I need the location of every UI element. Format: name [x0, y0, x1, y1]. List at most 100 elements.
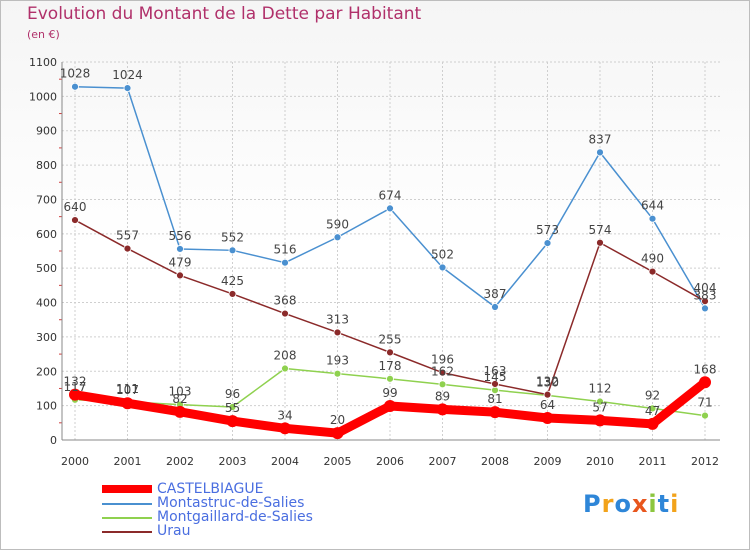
data-label-montastruc-de-salies: 502	[431, 247, 454, 261]
data-label-castelbiague: 107	[116, 383, 139, 397]
data-point-urau	[438, 368, 447, 377]
data-point-montastruc-de-salies	[333, 233, 342, 242]
data-point-urau	[71, 216, 79, 224]
data-label-montastruc-de-salies: 573	[536, 223, 559, 237]
data-label-castelbiague: 34	[277, 408, 292, 422]
x-tick-label: 2001	[114, 455, 142, 468]
data-label-castelbiague: 20	[330, 413, 345, 427]
x-tick-label: 2012	[691, 455, 719, 468]
x-tick-label: 2009	[534, 455, 562, 468]
data-label-castelbiague: 64	[540, 398, 555, 412]
data-label-urau: 196	[431, 353, 454, 367]
data-point-montgaillard-de-salies	[333, 369, 342, 378]
y-tick-label: 1000	[29, 90, 57, 103]
data-point-urau	[228, 290, 237, 298]
x-tick-label: 2006	[376, 455, 404, 468]
data-point-castelbiague	[699, 376, 711, 389]
data-label-urau: 479	[169, 255, 192, 269]
x-tick-label: 2000	[61, 455, 89, 468]
data-label-montgaillard-de-salies: 117	[64, 380, 87, 394]
x-tick-label: 2003	[219, 455, 247, 468]
data-point-urau	[543, 390, 552, 399]
data-point-urau	[176, 271, 184, 280]
data-label-montgaillard-de-salies: 162	[431, 364, 454, 378]
data-point-montastruc-de-salies	[71, 82, 79, 91]
data-label-castelbiague: 132	[64, 375, 87, 389]
data-point-urau	[701, 297, 709, 306]
data-point-castelbiague	[331, 427, 344, 440]
data-point-castelbiague	[121, 397, 134, 410]
legend-label-montgaillard: Montgaillard-de-Salies	[157, 509, 313, 525]
data-label-urau: 163	[484, 364, 507, 378]
y-tick-label: 300	[36, 331, 57, 344]
data-label-urau: 425	[221, 274, 244, 288]
data-point-montgaillard-de-salies	[228, 403, 237, 411]
data-label-urau: 368	[274, 294, 297, 308]
data-label-montastruc-de-salies: 383	[694, 288, 717, 302]
data-label-montastruc-de-salies: 1024	[112, 68, 143, 82]
data-point-urau	[333, 328, 342, 337]
y-tick-label: 600	[36, 228, 57, 241]
data-point-urau	[281, 309, 289, 318]
legend-label-castelbiague: CASTELBIAGUE	[157, 481, 264, 497]
data-label-montastruc-de-salies: 556	[169, 229, 192, 243]
data-label-montastruc-de-salies: 387	[484, 287, 507, 301]
x-tick-label: 2007	[429, 455, 457, 468]
data-label-montastruc-de-salies: 516	[274, 243, 297, 257]
data-label-castelbiague: 89	[435, 389, 450, 403]
x-tick-label: 2005	[324, 455, 352, 468]
data-label-urau: 132	[536, 375, 559, 389]
data-point-castelbiague	[646, 417, 659, 430]
y-tick-label: 700	[36, 193, 57, 206]
legend-swatch-castelbiague	[102, 485, 152, 493]
data-label-montgaillard-de-salies: 71	[697, 396, 712, 410]
x-tick-label: 2002	[166, 455, 194, 468]
data-label-urau: 404	[694, 281, 717, 295]
y-tick-label: 200	[36, 365, 57, 378]
x-tick-label: 2010	[586, 455, 614, 468]
data-label-montgaillard-de-salies: 178	[379, 359, 402, 373]
x-tick-label: 2004	[271, 455, 299, 468]
proxiti-logo: Proxiti	[583, 490, 680, 518]
data-label-montgaillard-de-salies: 112	[589, 382, 612, 396]
y-tick-label: 800	[36, 159, 57, 172]
legend-swatch-montastruc	[102, 503, 152, 505]
data-point-urau	[386, 348, 394, 357]
y-tick-label: 400	[36, 297, 57, 310]
legend-swatch-urau	[102, 531, 152, 533]
chart-subtitle: (en €)	[27, 28, 60, 41]
x-tick-label: 2011	[639, 455, 667, 468]
data-label-montgaillard-de-salies: 92	[645, 388, 660, 402]
data-point-montgaillard-de-salies	[281, 364, 289, 373]
data-point-montastruc-de-salies	[701, 304, 709, 313]
data-label-montgaillard-de-salies: 96	[225, 387, 240, 401]
data-point-montastruc-de-salies	[543, 239, 552, 247]
data-point-montgaillard-de-salies	[386, 374, 394, 383]
data-label-castelbiague: 47	[645, 404, 660, 418]
x-tick-label: 2008	[481, 455, 509, 468]
data-point-montastruc-de-salies	[281, 258, 289, 267]
data-point-castelbiague	[436, 403, 449, 416]
data-point-castelbiague	[174, 405, 186, 418]
data-point-montastruc-de-salies	[228, 246, 237, 255]
data-point-urau	[491, 380, 499, 388]
data-label-urau: 313	[326, 312, 349, 326]
data-point-montgaillard-de-salies	[648, 404, 657, 413]
y-tick-label: 500	[36, 262, 57, 275]
data-label-montgaillard-de-salies: 193	[326, 354, 349, 368]
data-point-montastruc-de-salies	[596, 148, 604, 157]
y-tick-label: 0	[50, 434, 57, 447]
data-label-castelbiague: 168	[694, 362, 717, 376]
data-point-montgaillard-de-salies	[701, 411, 709, 420]
data-label-urau: 640	[64, 200, 87, 214]
data-label-montgaillard-de-salies: 145	[484, 370, 507, 384]
data-label-castelbiague: 82	[172, 392, 187, 406]
y-tick-label: 900	[36, 125, 57, 138]
chart-title: Evolution du Montant de la Dette par Hab…	[27, 4, 422, 24]
data-point-urau	[596, 238, 604, 247]
data-label-montgaillard-de-salies: 208	[274, 349, 297, 363]
data-label-castelbiague: 99	[382, 386, 397, 400]
data-point-castelbiague	[69, 388, 81, 401]
